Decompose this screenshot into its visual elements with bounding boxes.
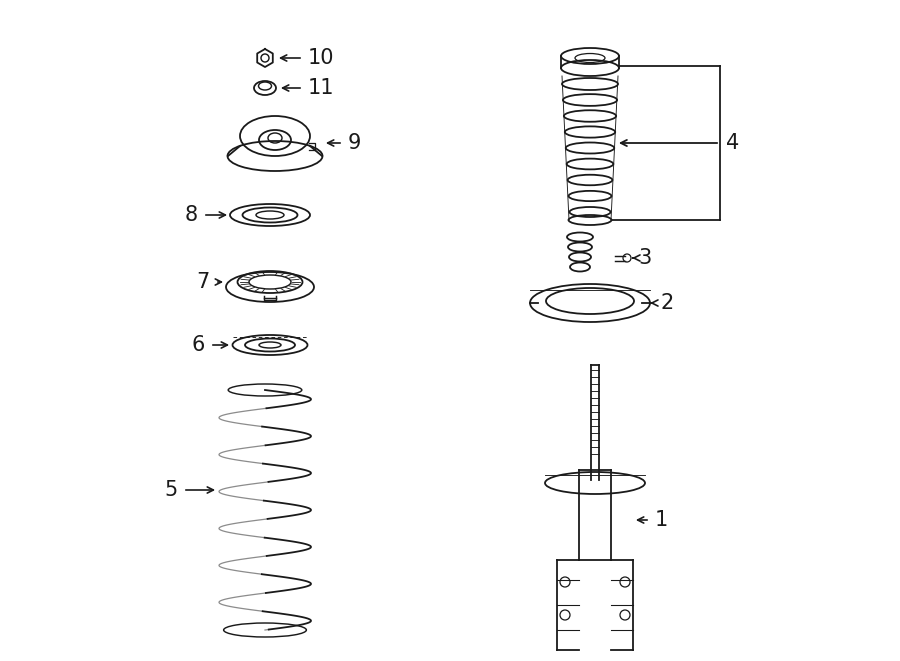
Text: 2: 2 [660,293,673,313]
Text: 6: 6 [192,335,205,355]
Text: 4: 4 [726,133,739,153]
Text: 5: 5 [165,480,178,500]
Text: 10: 10 [308,48,335,68]
Text: 11: 11 [308,78,335,98]
Text: 8: 8 [184,205,198,225]
Text: 9: 9 [348,133,362,153]
Text: 3: 3 [638,248,652,268]
Text: 1: 1 [655,510,668,530]
Text: 7: 7 [197,272,210,292]
